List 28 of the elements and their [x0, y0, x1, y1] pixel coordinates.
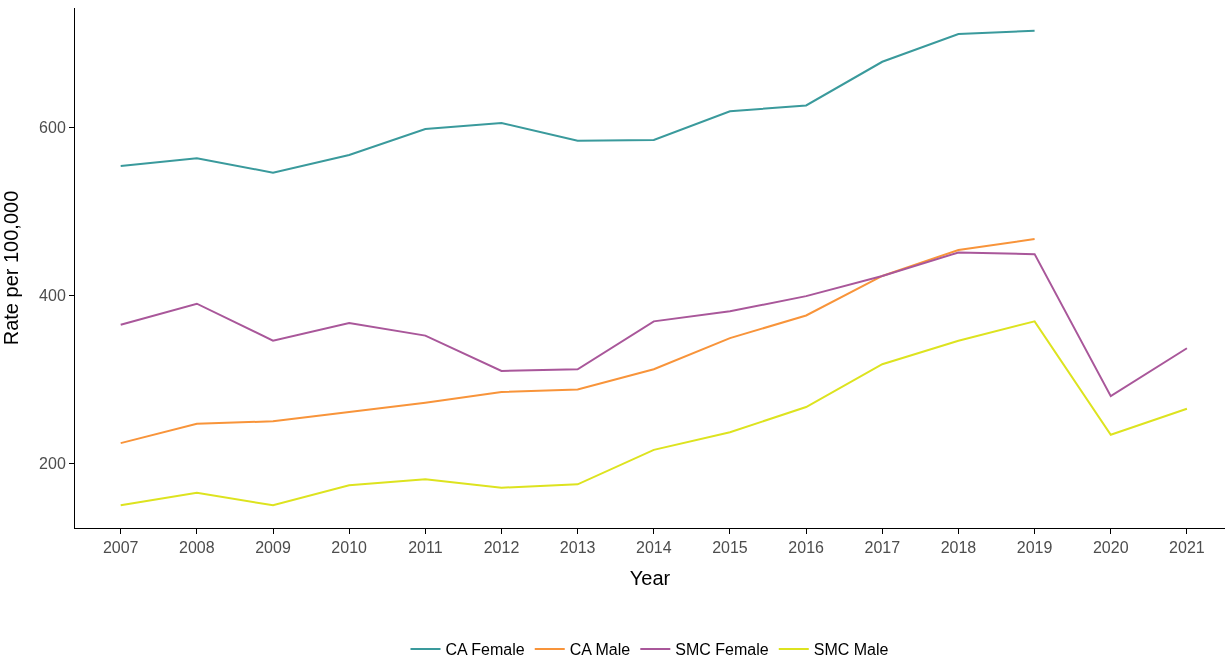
legend-label: SMC Female [675, 641, 769, 659]
y-tick-label: 200 [39, 454, 66, 472]
x-tick-label: 2018 [940, 539, 977, 557]
x-tick-label: 2010 [331, 539, 368, 557]
line-series [119, 251, 1188, 398]
x-tick-label: 2016 [788, 539, 825, 557]
x-axis-title: Year [629, 566, 671, 589]
x-tick-label: 2014 [636, 539, 672, 557]
x-tick-label: 2015 [712, 539, 748, 557]
y-tick-label: 400 [39, 286, 66, 304]
legend-label: CA Male [569, 641, 631, 659]
line-series [119, 238, 1036, 445]
x-tick-label: 2012 [483, 539, 520, 557]
x-tick-label: 2011 [408, 539, 443, 557]
x-tick-label: 2007 [102, 539, 139, 557]
line-series [119, 29, 1036, 174]
line-series [119, 320, 1188, 507]
x-tick-label: 2020 [1092, 539, 1129, 557]
legend-label: CA Female [445, 641, 525, 659]
x-tick-label: 2017 [864, 539, 901, 557]
x-tick-label: 2019 [1016, 539, 1053, 557]
x-tick-label: 2013 [559, 539, 596, 557]
y-axis-title: Rate per 100,000 [0, 190, 22, 346]
y-tick-label: 600 [39, 118, 66, 136]
x-tick-label: 2021 [1169, 539, 1205, 557]
legend-label: SMC Male [813, 641, 889, 659]
x-tick-label: 2009 [255, 539, 291, 557]
x-tick-label: 2008 [179, 539, 215, 557]
